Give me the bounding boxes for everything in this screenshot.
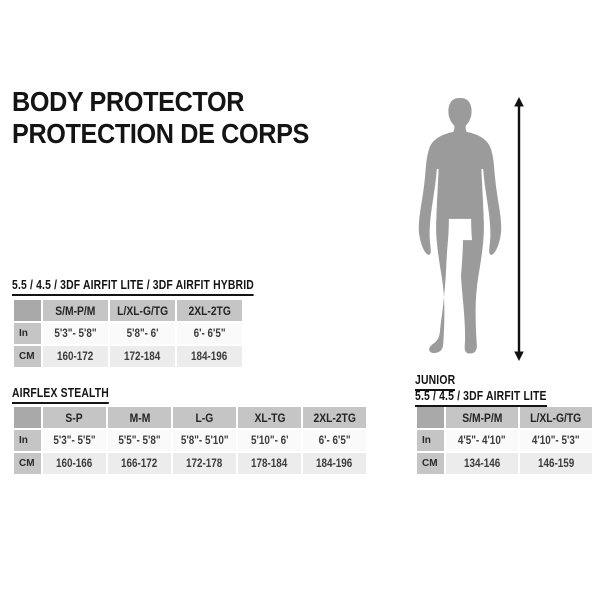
- size-table-junior: S/M-P/M L/XL-G/TG In 4'5"- 4'10" 4'10"- 5'3"…: [415, 405, 594, 476]
- section-title-airfit-text: 5.5 / 4.5 / 3DF AIRFIT LITE / 3DF AIRFIT…: [12, 277, 254, 296]
- section-title-junior-line2: 5.5 / 4.5 / 3DF AIRFIT LITE: [415, 388, 580, 407]
- size-value-cell: 146-159: [520, 453, 592, 474]
- column-header-label: S/M-P/M: [461, 410, 503, 425]
- column-header-label: 2XL-2TG: [313, 410, 356, 425]
- size-value-cell: 160-166: [43, 453, 106, 474]
- column-header-label: L/XL-G/TG: [116, 303, 169, 318]
- size-value: 4'5"- 4'10": [458, 434, 506, 447]
- size-value: 6'- 6'5": [318, 434, 351, 447]
- height-measure-arrow-icon: [514, 97, 524, 361]
- section-title-airflex-text: AIRFLEX STEALTH: [12, 385, 109, 404]
- row-unit-label: CM: [417, 453, 444, 474]
- row-unit-label: CM: [14, 346, 41, 367]
- size-value-cell: 6'- 6'5": [303, 430, 366, 451]
- size-value: 5'8"- 6': [126, 327, 159, 340]
- size-value-cell: 184-196: [303, 453, 366, 474]
- column-header: 2XL-2TG: [303, 407, 366, 428]
- column-header-label: L-G: [195, 410, 214, 425]
- size-value-cell: 5'3"- 5'5": [43, 430, 106, 451]
- page-title: BODY PROTECTOR PROTECTION DE CORPS: [12, 86, 342, 150]
- table-row: CM 160-166 166-172 172-178 178-184 184-196: [14, 453, 366, 474]
- size-value-cell: 172-178: [173, 453, 236, 474]
- size-value-cell: 5'8"- 5'10": [173, 430, 236, 451]
- section-title-junior-line1: JUNIOR: [415, 372, 465, 391]
- page-title-en: BODY PROTECTOR: [12, 86, 245, 117]
- column-header: L-G: [173, 407, 236, 428]
- size-value: 172-184: [124, 350, 161, 363]
- size-value: 178-184: [251, 457, 288, 470]
- table-row: CM 134-146 146-159: [417, 453, 592, 474]
- table-row: In 5'3"- 5'5" 5'5"- 5'8" 5'8"- 5'10" 5'10"- …: [14, 430, 366, 451]
- size-value-cell: 166-172: [108, 453, 171, 474]
- standing-person-silhouette-icon: [418, 98, 502, 354]
- page-title-fr: PROTECTION DE CORPS: [12, 118, 309, 149]
- size-table-airflex-stealth: S-P M-M L-G XL-TG 2XL-2TG In 5'3"- 5'5" 5'5"- 5…: [12, 405, 368, 476]
- row-unit-label: In: [14, 323, 41, 344]
- section-title-junior-model-text: 5.5 / 4.5 / 3DF AIRFIT LITE: [415, 388, 547, 407]
- height-figure: [414, 97, 534, 361]
- size-value-cell: 184-196: [177, 346, 242, 367]
- size-value: 5'5"- 5'8": [118, 434, 161, 447]
- size-value: 172-178: [186, 457, 223, 470]
- section-title-airflex: AIRFLEX STEALTH: [12, 385, 133, 404]
- row-unit-label: In: [14, 430, 41, 451]
- column-header: S-P: [43, 407, 106, 428]
- column-header-label: S-P: [65, 410, 84, 425]
- column-header: L/XL-G/TG: [520, 407, 592, 428]
- column-header-label: S/M-P/M: [55, 303, 96, 318]
- column-header-label: XL-TG: [254, 410, 285, 425]
- size-value: 6'- 6'5": [193, 327, 226, 340]
- size-value-cell: 4'5"- 4'10": [446, 430, 518, 451]
- row-unit-label: In: [417, 430, 444, 451]
- table-row: CM 160-172 172-184 184-196: [14, 346, 242, 367]
- size-value: 5'8"- 5'10": [180, 434, 229, 447]
- size-value-cell: 5'8"- 6': [110, 323, 175, 344]
- size-value-cell: 5'3"- 5'8": [43, 323, 108, 344]
- size-value-cell: 6'- 6'5": [177, 323, 242, 344]
- size-value: 166-172: [121, 457, 158, 470]
- column-header: L/XL-G/TG: [110, 300, 175, 321]
- size-value: 146-159: [537, 457, 575, 470]
- size-value: 160-166: [56, 457, 93, 470]
- size-value-cell: 5'10"- 6': [238, 430, 301, 451]
- column-header-label: M-M: [129, 410, 150, 425]
- size-value: 184-196: [191, 350, 228, 363]
- size-value: 5'3"- 5'8": [54, 327, 97, 340]
- column-header: M-M: [108, 407, 171, 428]
- size-value-cell: 178-184: [238, 453, 301, 474]
- column-header: 2XL-2TG: [177, 300, 242, 321]
- size-value: 160-172: [57, 350, 94, 363]
- section-title-junior-text: JUNIOR: [415, 372, 456, 391]
- size-value-cell: 4'10"- 5'3": [520, 430, 592, 451]
- size-value: 5'10"- 6': [250, 434, 289, 447]
- size-value: 134-146: [463, 457, 501, 470]
- size-value-cell: 5'5"- 5'8": [108, 430, 171, 451]
- table-corner-cell: [14, 300, 41, 321]
- table-corner-cell: [417, 407, 444, 428]
- size-value-cell: 134-146: [446, 453, 518, 474]
- size-value-cell: 160-172: [43, 346, 108, 367]
- column-header-label: 2XL-2TG: [188, 303, 231, 318]
- size-value-cell: 172-184: [110, 346, 175, 367]
- size-table-airfit: S/M-P/M L/XL-G/TG 2XL-2TG In 5'3"- 5'8" 5'8"-…: [12, 298, 244, 369]
- table-row: In 4'5"- 4'10" 4'10"- 5'3": [417, 430, 592, 451]
- table-corner-cell: [14, 407, 41, 428]
- column-header: S/M-P/M: [43, 300, 108, 321]
- size-value: 5'3"- 5'5": [53, 434, 96, 447]
- column-header: XL-TG: [238, 407, 301, 428]
- column-header-label: L/XL-G/TG: [530, 410, 582, 425]
- row-unit-label: CM: [14, 453, 41, 474]
- size-value: 4'10"- 5'3": [532, 434, 580, 447]
- size-value: 184-196: [316, 457, 353, 470]
- section-title-airfit: 5.5 / 4.5 / 3DF AIRFIT LITE / 3DF AIRFIT…: [12, 277, 314, 296]
- table-row: In 5'3"- 5'8" 5'8"- 6' 6'- 6'5": [14, 323, 242, 344]
- column-header: S/M-P/M: [446, 407, 518, 428]
